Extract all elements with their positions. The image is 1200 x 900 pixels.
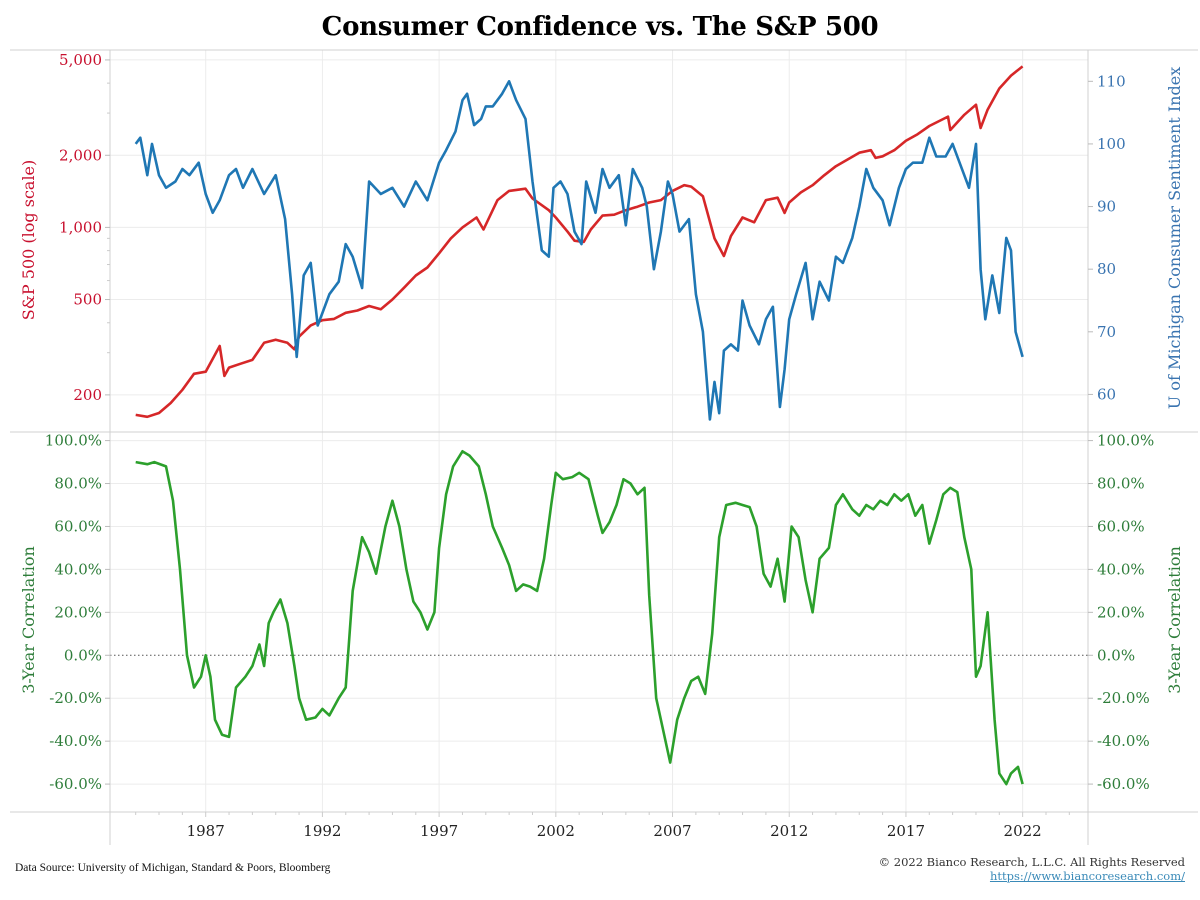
correlation-tick-label-left: -20.0% <box>49 689 102 707</box>
correlation-tick-label-left: 0.0% <box>64 646 102 664</box>
year-tick-label: 1992 <box>303 822 341 840</box>
correlation-tick-label-left: 60.0% <box>54 517 102 535</box>
sentiment-tick-label: 90 <box>1097 198 1116 216</box>
year-tick-label: 1997 <box>420 822 458 840</box>
correlation-tick-label-left: 100.0% <box>45 432 102 450</box>
sentiment-axis-ticks: 110 100 90 80 70 60 <box>1088 72 1126 403</box>
correlation-line <box>135 450 1024 786</box>
top-panel-grid <box>110 50 1088 432</box>
correlation-tick-label-right: 20.0% <box>1097 603 1145 621</box>
sentiment-tick-label: 60 <box>1097 385 1116 403</box>
correlation-tick-label-left: -60.0% <box>49 775 102 793</box>
sp500-axis-title: S&P 500 (log scale) <box>19 160 38 321</box>
correlation-tick-label-right: 80.0% <box>1097 475 1145 493</box>
series-layer <box>134 65 1024 786</box>
sentiment-tick-label: 110 <box>1097 72 1126 90</box>
year-tick-label: 2007 <box>653 822 691 840</box>
sentiment-line <box>134 80 1024 421</box>
sp500-tick-label: 2,000 <box>59 146 102 164</box>
correlation-left-axis-title: 3-Year Correlation <box>19 546 38 694</box>
correlation-tick-label-right: 0.0% <box>1097 646 1135 664</box>
sp500-tick-label: 5,000 <box>59 51 102 69</box>
correlation-tick-label-left: -40.0% <box>49 732 102 750</box>
sentiment-axis-title: U of Michigan Consumer Sentiment Index <box>1165 67 1184 409</box>
year-tick-label: 2017 <box>887 822 925 840</box>
sp500-line <box>135 65 1024 419</box>
year-axis-ticks: 1987 1992 1997 2002 2007 2012 2017 2022 <box>135 812 1070 840</box>
copyright-block: © 2022 Bianco Research, L.L.C. All Right… <box>879 855 1185 883</box>
bottom-panel-grid <box>110 432 1088 812</box>
correlation-tick-label-right: -60.0% <box>1097 775 1150 793</box>
correlation-tick-label-left: 20.0% <box>54 603 102 621</box>
year-tick-label: 2012 <box>770 822 808 840</box>
website-link[interactable]: https://www.biancoresearch.com/ <box>989 869 1185 883</box>
correlation-right-axis-title: 3-Year Correlation <box>1165 546 1184 694</box>
copyright-text: © 2022 Bianco Research, L.L.C. All Right… <box>878 855 1185 869</box>
correlation-tick-label-left: 80.0% <box>54 475 102 493</box>
year-tick-label: 2022 <box>1004 822 1042 840</box>
correlation-tick-label-right: 40.0% <box>1097 560 1145 578</box>
sp500-tick-label: 500 <box>73 291 102 309</box>
correlation-left-axis-ticks: 100.0% 80.0% 60.0% 40.0% 20.0% 0.0% -20.0% -40.… <box>45 432 110 793</box>
correlation-tick-label-right: 100.0% <box>1097 432 1154 450</box>
correlation-tick-label-right: 60.0% <box>1097 517 1145 535</box>
sentiment-tick-label: 80 <box>1097 260 1116 278</box>
sentiment-tick-label: 100 <box>1097 135 1126 153</box>
sp500-tick-label: 1,000 <box>59 218 102 236</box>
sentiment-tick-label: 70 <box>1097 323 1116 341</box>
year-tick-label: 1987 <box>187 822 225 840</box>
chart-title: Consumer Confidence vs. The S&P 500 <box>321 12 879 42</box>
year-tick-label: 2002 <box>537 822 575 840</box>
data-source-note: Data Source: University of Michigan, Sta… <box>15 862 331 874</box>
sp500-axis-ticks: 5,000 2,000 1,000 500 200 <box>59 51 110 404</box>
correlation-tick-label-right: -20.0% <box>1097 689 1150 707</box>
correlation-tick-label-right: -40.0% <box>1097 732 1150 750</box>
axes-frame <box>10 49 1198 845</box>
correlation-right-axis-ticks: 100.0% 80.0% 60.0% 40.0% 20.0% 0.0% -20.0% -40.… <box>1088 432 1154 793</box>
sp500-tick-label: 200 <box>73 386 102 404</box>
correlation-tick-label-left: 40.0% <box>54 560 102 578</box>
